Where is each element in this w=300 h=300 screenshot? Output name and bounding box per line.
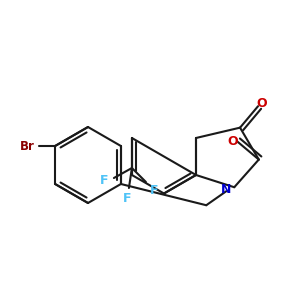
Text: F: F [150, 184, 158, 196]
Text: F: F [123, 191, 131, 205]
Text: F: F [100, 173, 108, 187]
Text: O: O [257, 97, 267, 110]
Text: N: N [221, 183, 231, 196]
Text: Br: Br [20, 140, 34, 152]
Text: O: O [227, 135, 238, 148]
